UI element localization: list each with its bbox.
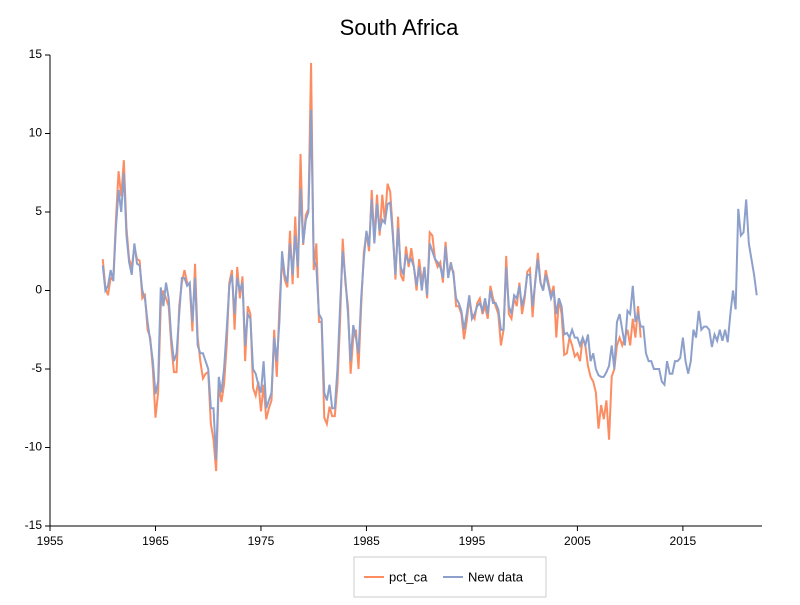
y-tick-label: -10: [25, 440, 43, 454]
x-tick-label: 1985: [353, 534, 380, 548]
x-tick-label: 2005: [564, 534, 591, 548]
x-tick-label: 1955: [37, 534, 64, 548]
series-line: [101, 109, 758, 461]
y-tick-label: 5: [35, 204, 42, 218]
x-tick-label: 2015: [670, 534, 697, 548]
y-tick-label: 15: [29, 47, 43, 61]
x-tick-label: 1965: [142, 534, 169, 548]
chart-title: South Africa: [340, 15, 459, 40]
x-tick-label: 1995: [459, 534, 486, 548]
y-tick-label: -15: [25, 518, 43, 532]
legend-label: New data: [468, 569, 524, 584]
y-tick-label: -5: [31, 361, 42, 375]
legend-label: pct_ca: [389, 569, 428, 584]
x-tick-label: 1975: [248, 534, 275, 548]
y-tick-label: 10: [29, 126, 43, 140]
y-tick-label: 0: [35, 283, 42, 297]
series-line: [101, 62, 642, 472]
